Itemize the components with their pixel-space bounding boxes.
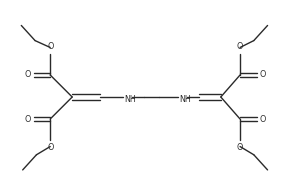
- Text: NH: NH: [124, 95, 136, 104]
- Text: O: O: [260, 70, 266, 80]
- Text: O: O: [24, 70, 30, 80]
- Text: O: O: [47, 42, 53, 51]
- Text: NH: NH: [180, 95, 191, 104]
- Text: O: O: [260, 114, 266, 124]
- Text: O: O: [237, 42, 243, 51]
- Text: O: O: [24, 114, 30, 124]
- Text: O: O: [47, 143, 53, 152]
- Text: O: O: [237, 143, 243, 152]
